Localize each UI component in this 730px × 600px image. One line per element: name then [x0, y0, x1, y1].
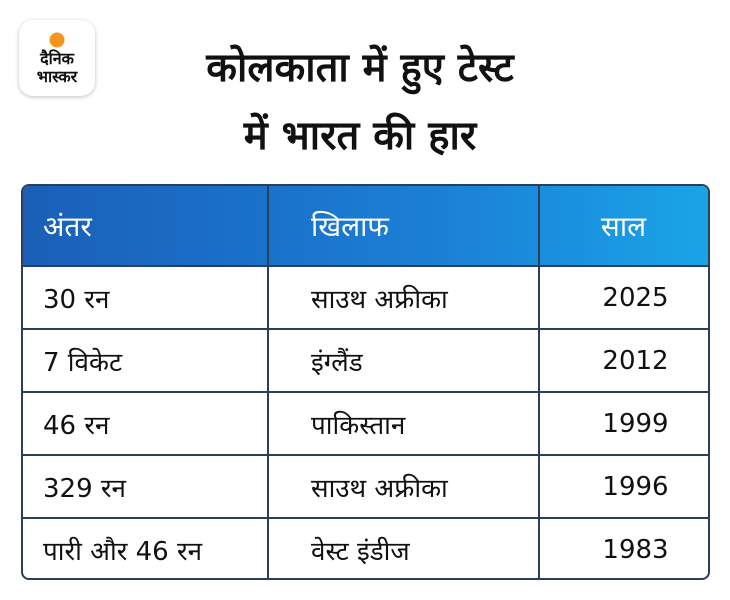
cell-year: 1983 — [539, 517, 708, 578]
page-title-line2: में भारत की हार — [243, 113, 477, 159]
cell-margin: 30 रन — [23, 265, 269, 329]
table-row: 30 रन साउथ अफ्रीका 2025 — [23, 265, 708, 329]
table-row: पारी और 46 रन वेस्ट इंडीज 1983 — [23, 517, 708, 578]
table-row: 7 विकेट इंग्लैंड 2012 — [23, 328, 708, 392]
cell-margin: 46 रन — [23, 391, 269, 455]
header-year: साल — [600, 209, 647, 243]
cell-year: 1999 — [539, 391, 708, 455]
sun-icon — [49, 32, 65, 48]
table-header-row: अंतर खिलाफ साल — [23, 186, 708, 266]
cell-against: वेस्ट इंडीज — [268, 517, 540, 578]
page-title-line1: कोलकाता में हुए टेस्ट — [206, 45, 514, 91]
dainik-bhaskar-logo: दैनिक भास्कर — [19, 20, 95, 96]
cell-margin: पारी और 46 रन — [23, 517, 269, 578]
cell-margin: 329 रन — [23, 454, 269, 518]
table-body: 30 रन साउथ अफ्रीका 2025 7 विकेट इंग्लैंड… — [23, 265, 708, 578]
cell-against: इंग्लैंड — [268, 328, 540, 392]
header-margin: अंतर — [23, 186, 269, 266]
table-row: 329 रन साउथ अफ्रीका 1996 — [23, 454, 708, 518]
logo-text-line1: दैनिक — [40, 49, 74, 68]
cell-year: 1996 — [539, 454, 708, 518]
cell-against: साउथ अफ्रीका — [268, 454, 540, 518]
logo-text-line2: भास्कर — [36, 67, 78, 86]
cell-year: 2025 — [539, 265, 708, 329]
table-header: अंतर खिलाफ साल — [23, 186, 708, 266]
table-row: 46 रन पाकिस्तान 1999 — [23, 391, 708, 455]
results-table-container: अंतर खिलाफ साल 30 रन साउथ अफ्रीका 2025 7… — [21, 184, 710, 580]
header-against: खिलाफ — [268, 186, 540, 266]
cell-against: साउथ अफ्रीका — [268, 265, 540, 329]
cell-year: 2012 — [539, 328, 708, 392]
cell-against: पाकिस्तान — [268, 391, 540, 455]
results-table: अंतर खिलाफ साल 30 रन साउथ अफ्रीका 2025 7… — [23, 186, 708, 578]
cell-margin: 7 विकेट — [23, 328, 269, 392]
